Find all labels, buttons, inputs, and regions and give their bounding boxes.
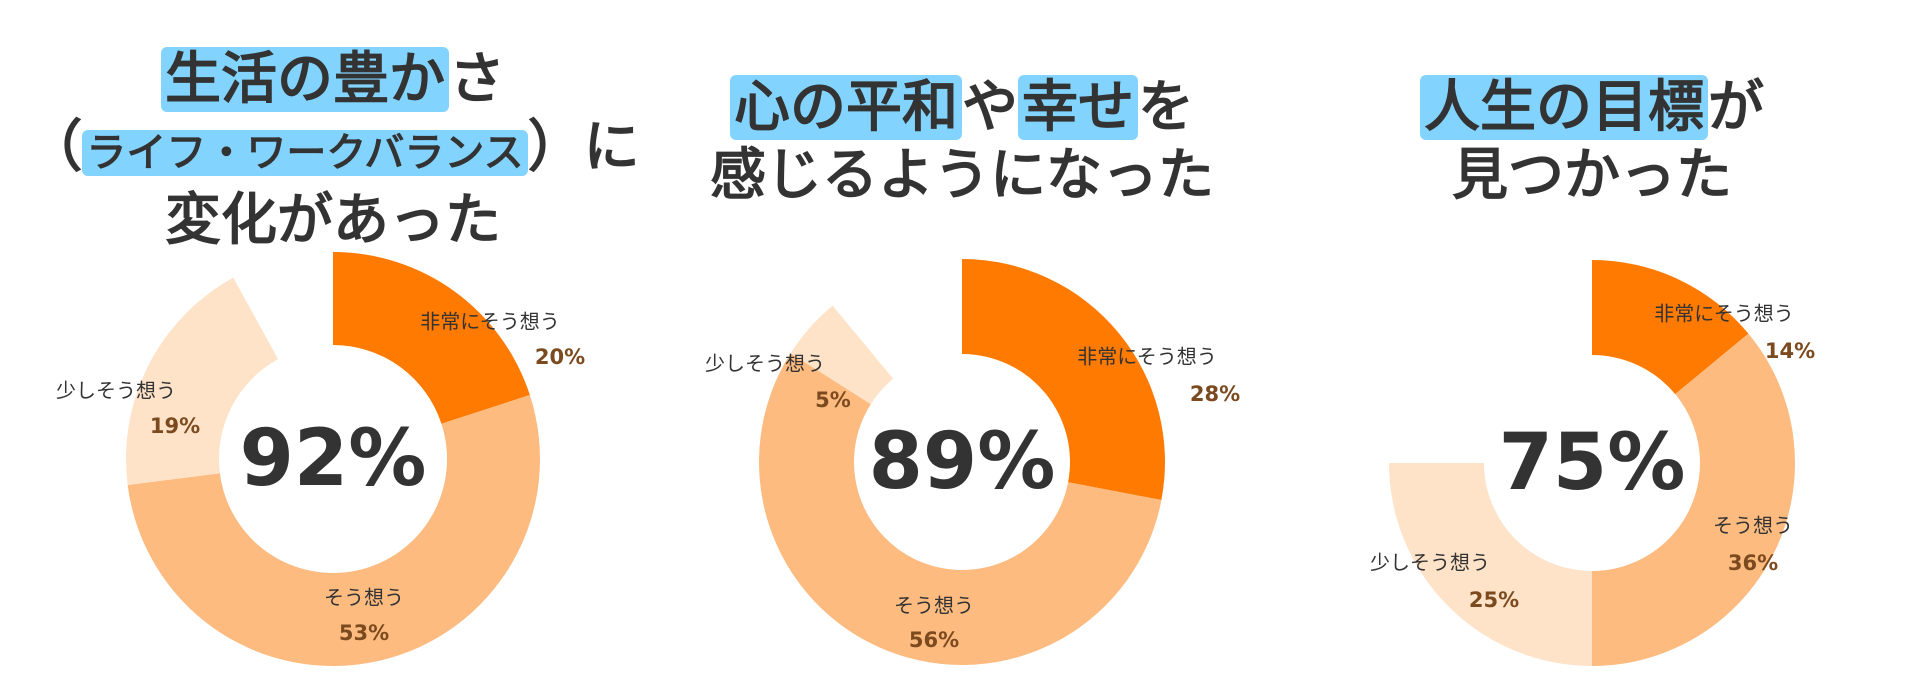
donut-slice-slightly [790,305,894,405]
title-line: 心の平和や幸せを [642,74,1282,142]
title-line: 感じるようになった [642,142,1282,210]
donut-slice-slightly [126,277,279,485]
slice-label: 少しそう想う [56,378,176,403]
slice-label: 非常にそう想う [1654,301,1794,326]
title-text: を [1138,75,1194,140]
donut-slice-agree [1592,333,1795,666]
slice-label: そう想う [1713,513,1793,538]
title-line: 変化があった [13,187,653,255]
slice-value-label: 28% [1189,382,1241,406]
title-text: （ [26,115,83,180]
chart-title: 人生の目標が 見つかった [1272,74,1912,210]
slice-label: 非常にそう想う [420,309,560,334]
title-text: が [1708,75,1764,140]
slice-value-label: 56% [908,628,960,652]
slice-value-label: 19% [149,414,201,438]
slice-label: 少しそう想う [1370,550,1490,575]
title-text: 感じるようになった [710,143,1214,208]
donut-slice-slightly [1389,463,1592,666]
slice-value-label: 53% [338,621,390,645]
center-total-label: 92% [239,414,427,504]
donut-slice-agree [758,353,1162,665]
title-line: （ライフ・ワークバランス）に [13,114,653,187]
slice-value-label: 14% [1764,339,1816,363]
title-highlight: 心の平和 [730,75,962,140]
slice-label: そう想う [894,593,974,618]
center-total-label: 75% [1498,418,1686,508]
donut-slice-very [1592,260,1749,395]
slice-label: 非常にそう想う [1077,344,1217,369]
slice-label: 少しそう想う [705,351,825,376]
center-total-label: 89% [868,417,1056,507]
slice-value-label: 25% [1468,588,1520,612]
title-highlight: 生活の豊か [161,47,449,112]
slice-value-label: 20% [534,345,586,369]
title-text: 見つかった [1452,143,1732,208]
donut-slice-agree [127,395,540,666]
title-text: や [962,75,1018,140]
chart-title: 心の平和や幸せを 感じるようになった [642,74,1282,210]
slice-value-label: 5% [815,388,851,412]
title-line: 人生の目標が [1272,74,1912,142]
title-line: 見つかった [1272,142,1912,210]
slice-value-label: 36% [1727,551,1779,575]
donut-slice-very [962,259,1165,501]
title-line: 生活の豊かさ [13,46,653,114]
title-highlight: 人生の目標 [1420,75,1708,140]
title-highlight: ライフ・ワークバランス [82,130,528,176]
chart-title: 生活の豊かさ（ライフ・ワークバランス）に 変化があった [13,46,653,255]
title-text: さ [449,47,505,112]
title-text: ）に [527,115,640,180]
donut-slice-very [333,252,530,424]
title-text: 変化があった [165,188,501,253]
title-highlight: 幸せ [1018,75,1138,140]
slice-label: そう想う [324,585,404,610]
